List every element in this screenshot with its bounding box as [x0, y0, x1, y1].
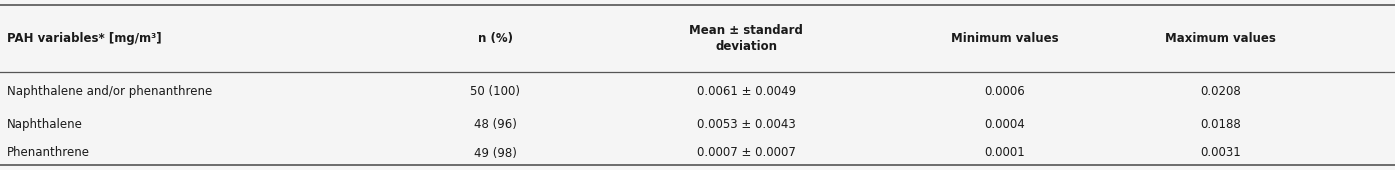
Text: 0.0006: 0.0006	[983, 85, 1025, 98]
Text: 0.0188: 0.0188	[1200, 118, 1242, 131]
Text: 49 (98): 49 (98)	[474, 147, 516, 159]
Text: Mean ± standard
deviation: Mean ± standard deviation	[689, 24, 804, 53]
Text: Naphthalene: Naphthalene	[7, 118, 82, 131]
Text: 0.0031: 0.0031	[1200, 147, 1242, 159]
Text: PAH variables* [mg/m³]: PAH variables* [mg/m³]	[7, 32, 162, 45]
Text: 0.0053 ± 0.0043: 0.0053 ± 0.0043	[698, 118, 795, 131]
Text: 0.0061 ± 0.0049: 0.0061 ± 0.0049	[696, 85, 797, 98]
Text: 50 (100): 50 (100)	[470, 85, 520, 98]
Text: 48 (96): 48 (96)	[474, 118, 516, 131]
Text: 0.0001: 0.0001	[983, 147, 1025, 159]
Text: Minimum values: Minimum values	[950, 32, 1059, 45]
Text: Maximum values: Maximum values	[1165, 32, 1276, 45]
Text: 0.0208: 0.0208	[1200, 85, 1242, 98]
Text: 0.0007 ± 0.0007: 0.0007 ± 0.0007	[698, 147, 795, 159]
Text: n (%): n (%)	[477, 32, 513, 45]
Text: Phenanthrene: Phenanthrene	[7, 147, 89, 159]
Text: 0.0004: 0.0004	[983, 118, 1025, 131]
Text: Naphthalene and/or phenanthrene: Naphthalene and/or phenanthrene	[7, 85, 212, 98]
